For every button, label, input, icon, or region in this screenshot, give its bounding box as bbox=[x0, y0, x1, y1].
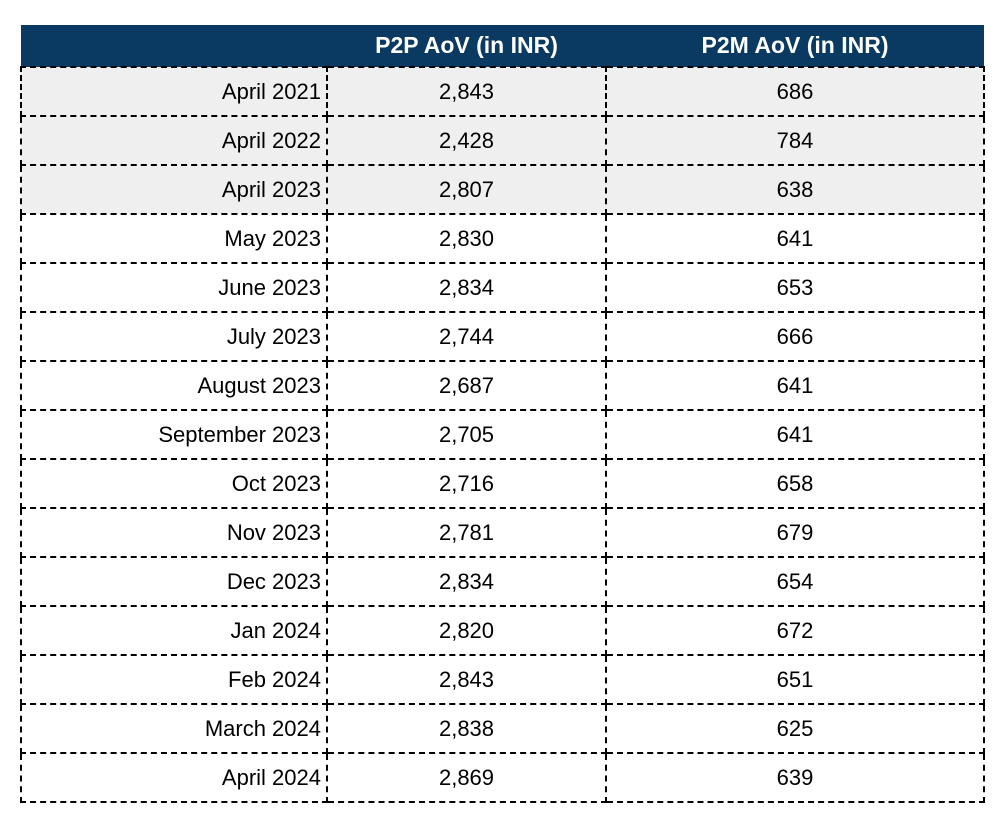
table-row: April 2024 2,869 639 bbox=[20, 752, 985, 803]
p2p-cell: 2,843 bbox=[326, 66, 607, 117]
period-cell: June 2023 bbox=[20, 262, 328, 313]
p2m-cell: 641 bbox=[605, 213, 985, 264]
p2p-cell: 2,838 bbox=[326, 703, 607, 754]
table-row: April 2022 2,428 784 bbox=[20, 115, 985, 166]
period-cell: September 2023 bbox=[20, 409, 328, 460]
p2p-cell: 2,843 bbox=[326, 654, 607, 705]
period-cell: April 2021 bbox=[20, 66, 328, 117]
p2p-cell: 2,781 bbox=[326, 507, 607, 558]
p2p-cell: 2,428 bbox=[326, 115, 607, 166]
p2p-cell: 2,705 bbox=[326, 409, 607, 460]
header-period bbox=[21, 25, 327, 67]
p2m-cell: 651 bbox=[605, 654, 985, 705]
table-row: July 2023 2,744 666 bbox=[20, 311, 985, 362]
p2m-cell: 666 bbox=[605, 311, 985, 362]
table-row: March 2024 2,838 625 bbox=[20, 703, 985, 754]
table-row: June 2023 2,834 653 bbox=[20, 262, 985, 313]
period-cell: Oct 2023 bbox=[20, 458, 328, 509]
p2m-cell: 686 bbox=[605, 66, 985, 117]
period-cell: July 2023 bbox=[20, 311, 328, 362]
p2p-cell: 2,830 bbox=[326, 213, 607, 264]
p2m-cell: 653 bbox=[605, 262, 985, 313]
p2m-cell: 672 bbox=[605, 605, 985, 656]
p2p-cell: 2,834 bbox=[326, 262, 607, 313]
p2m-cell: 679 bbox=[605, 507, 985, 558]
p2p-cell: 2,716 bbox=[326, 458, 607, 509]
table-row: September 2023 2,705 641 bbox=[20, 409, 985, 460]
period-cell: April 2022 bbox=[20, 115, 328, 166]
table-header-row: P2P AoV (in INR) P2M AoV (in INR) bbox=[21, 25, 984, 67]
table-row: Dec 2023 2,834 654 bbox=[20, 556, 985, 607]
table-row: Jan 2024 2,820 672 bbox=[20, 605, 985, 656]
table-row: April 2021 2,843 686 bbox=[20, 66, 985, 117]
p2m-cell: 625 bbox=[605, 703, 985, 754]
period-cell: April 2024 bbox=[20, 752, 328, 803]
p2p-cell: 2,834 bbox=[326, 556, 607, 607]
period-cell: Jan 2024 bbox=[20, 605, 328, 656]
period-cell: Nov 2023 bbox=[20, 507, 328, 558]
p2p-cell: 2,744 bbox=[326, 311, 607, 362]
period-cell: Dec 2023 bbox=[20, 556, 328, 607]
p2m-cell: 641 bbox=[605, 409, 985, 460]
period-cell: May 2023 bbox=[20, 213, 328, 264]
p2m-cell: 658 bbox=[605, 458, 985, 509]
p2m-cell: 654 bbox=[605, 556, 985, 607]
aov-table: P2P AoV (in INR) P2M AoV (in INR) April … bbox=[20, 25, 985, 803]
table-row: April 2023 2,807 638 bbox=[20, 164, 985, 215]
table-row: Feb 2024 2,843 651 bbox=[20, 654, 985, 705]
table-row: Nov 2023 2,781 679 bbox=[20, 507, 985, 558]
table-row: May 2023 2,830 641 bbox=[20, 213, 985, 264]
table-row: August 2023 2,687 641 bbox=[20, 360, 985, 411]
header-p2m: P2M AoV (in INR) bbox=[606, 25, 984, 67]
p2m-cell: 639 bbox=[605, 752, 985, 803]
p2m-cell: 638 bbox=[605, 164, 985, 215]
p2p-cell: 2,687 bbox=[326, 360, 607, 411]
header-p2p: P2P AoV (in INR) bbox=[327, 25, 606, 67]
p2p-cell: 2,869 bbox=[326, 752, 607, 803]
p2m-cell: 784 bbox=[605, 115, 985, 166]
period-cell: April 2023 bbox=[20, 164, 328, 215]
period-cell: Feb 2024 bbox=[20, 654, 328, 705]
p2p-cell: 2,820 bbox=[326, 605, 607, 656]
table-row: Oct 2023 2,716 658 bbox=[20, 458, 985, 509]
p2m-cell: 641 bbox=[605, 360, 985, 411]
period-cell: March 2024 bbox=[20, 703, 328, 754]
p2p-cell: 2,807 bbox=[326, 164, 607, 215]
period-cell: August 2023 bbox=[20, 360, 328, 411]
